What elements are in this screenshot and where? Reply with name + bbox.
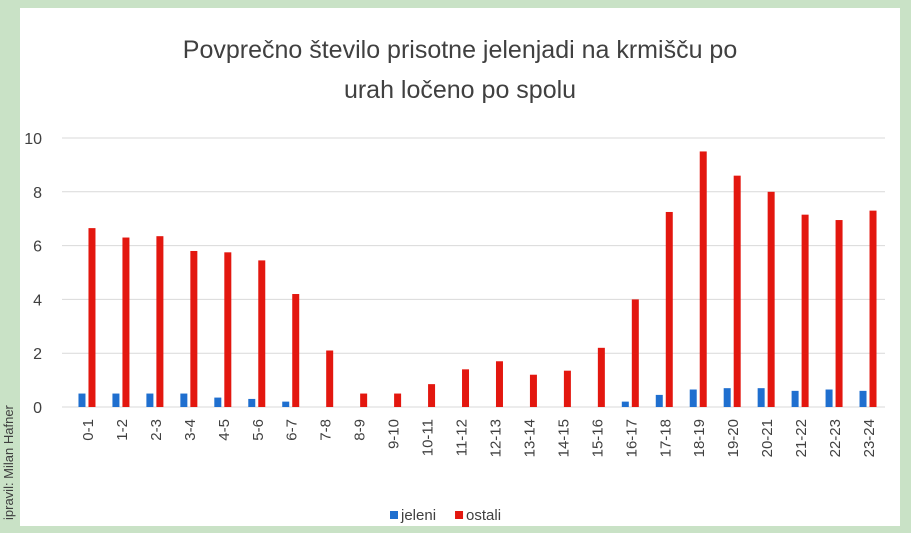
- x-tick-label: 5-6: [250, 419, 267, 441]
- legend-label: ostali: [466, 507, 501, 524]
- y-tick-label: 10: [24, 131, 42, 148]
- x-tick-label: 17-18: [657, 419, 674, 457]
- x-tick-label: 6-7: [284, 419, 301, 441]
- bar: [859, 390, 867, 407]
- bar: [665, 211, 673, 407]
- x-tick-label: 20-21: [759, 419, 776, 457]
- bar: [156, 236, 164, 407]
- x-tick-label: 0-1: [80, 419, 97, 441]
- y-tick-label: 8: [33, 185, 42, 202]
- legend-swatch: [455, 511, 464, 519]
- bar: [869, 210, 877, 407]
- bar: [180, 393, 188, 407]
- bar: [112, 393, 120, 407]
- y-tick-label: 4: [33, 292, 42, 309]
- x-tick-label: 2-3: [148, 419, 165, 441]
- bar: [88, 228, 96, 407]
- x-tick-label: 21-22: [793, 419, 810, 457]
- bar: [146, 393, 154, 407]
- x-tick-label: 7-8: [318, 419, 335, 441]
- x-tick-label: 13-14: [521, 419, 538, 457]
- bar: [767, 191, 775, 407]
- bar: [462, 369, 470, 407]
- chart-title: urah ločeno po spolu: [344, 76, 576, 104]
- bar: [292, 294, 300, 407]
- bar: [733, 175, 741, 407]
- x-tick-label: 22-23: [827, 419, 844, 457]
- bar: [190, 250, 198, 407]
- bar: [360, 393, 368, 407]
- x-tick-label: 8-9: [352, 419, 369, 441]
- x-tick-label: 9-10: [386, 419, 403, 449]
- bar: [835, 220, 843, 407]
- bar: [258, 260, 266, 407]
- bar: [282, 401, 290, 407]
- bar: [78, 393, 86, 407]
- bar: [326, 350, 334, 407]
- bar: [757, 388, 765, 407]
- x-tick-label: 23-24: [861, 419, 878, 457]
- x-tick-label: 12-13: [487, 419, 504, 457]
- x-tick-label: 10-11: [420, 419, 437, 456]
- bar: [723, 388, 731, 407]
- x-tick-label: 16-17: [623, 419, 640, 457]
- bar: [248, 398, 256, 407]
- legend-swatch: [390, 511, 398, 519]
- y-tick-label: 6: [33, 239, 42, 256]
- x-tick-label: 4-5: [216, 419, 233, 441]
- bar: [689, 389, 697, 407]
- bar: [224, 252, 232, 407]
- bar: [428, 384, 436, 407]
- x-tick-label: 3-4: [182, 419, 199, 441]
- bar: [394, 393, 402, 407]
- bar: [825, 389, 833, 407]
- bar: [597, 347, 605, 407]
- chart-background: [20, 8, 900, 526]
- x-tick-label: 18-19: [691, 419, 708, 457]
- credit: ipravil: Milan Hafner: [1, 404, 16, 520]
- bar: [801, 214, 809, 407]
- bar: [699, 151, 707, 407]
- x-tick-label: 15-16: [589, 419, 606, 457]
- chart-title: Povprečno število prisotne jelenjadi na …: [183, 36, 737, 64]
- bar: [621, 401, 629, 407]
- bar: [563, 370, 571, 407]
- bar: [122, 237, 130, 407]
- bar: [529, 374, 537, 407]
- y-tick-label: 0: [33, 400, 42, 417]
- x-tick-label: 11-12: [454, 419, 471, 456]
- x-tick-label: 1-2: [114, 419, 131, 441]
- legend-label: jeleni: [400, 507, 436, 524]
- bar: [631, 299, 639, 407]
- bar: [495, 361, 503, 407]
- bar: [655, 394, 663, 407]
- bar: [214, 397, 222, 407]
- x-tick-label: 14-15: [555, 419, 572, 457]
- bar: [791, 390, 799, 407]
- y-tick-label: 2: [33, 346, 42, 363]
- x-tick-label: 19-20: [725, 419, 742, 457]
